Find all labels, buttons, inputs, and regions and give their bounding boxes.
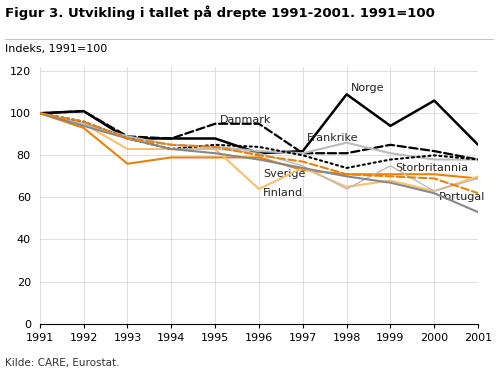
Text: Indeks, 1991=100: Indeks, 1991=100 — [5, 44, 107, 54]
Text: Tyskland: Tyskland — [0, 371, 1, 372]
Text: Portugal: Portugal — [439, 192, 485, 202]
Text: Sverige: Sverige — [263, 169, 306, 179]
Text: Norge: Norge — [351, 83, 384, 93]
Text: Storbritannia: Storbritannia — [395, 163, 468, 173]
Text: Kilde: CARE, Eurostat.: Kilde: CARE, Eurostat. — [5, 358, 120, 368]
Text: Figur 3. Utvikling i tallet på drepte 1991-2001. 1991=100: Figur 3. Utvikling i tallet på drepte 19… — [5, 6, 435, 20]
Text: Frankrike: Frankrike — [307, 134, 359, 144]
Text: Danmark: Danmark — [220, 115, 271, 125]
Text: Finland: Finland — [263, 188, 303, 198]
